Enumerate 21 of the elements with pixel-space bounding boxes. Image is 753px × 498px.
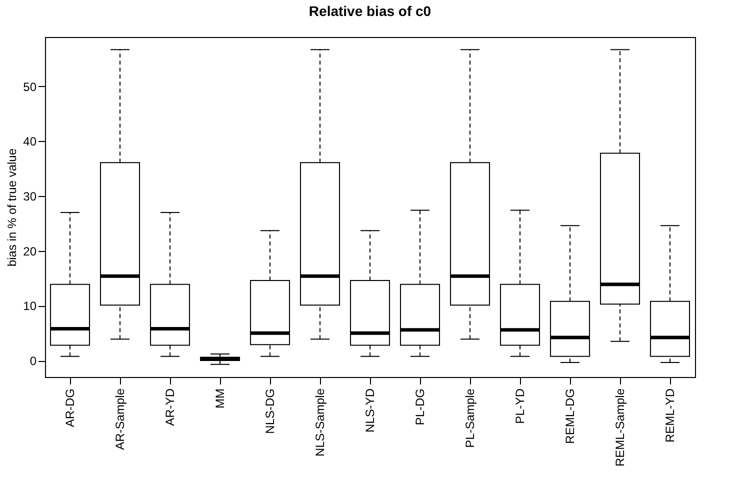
- x-tick-label: NLS-YD: [363, 388, 377, 433]
- x-tick-label: AR-Sample: [113, 388, 127, 450]
- x-tick-label: REML-Sample: [613, 388, 627, 467]
- y-tick-label: 30: [23, 190, 37, 204]
- x-tick-label: REML-YD: [663, 388, 677, 443]
- y-tick-label: 40: [23, 134, 37, 149]
- x-tick-label: PL-DG: [413, 388, 427, 426]
- x-tick-label: REML-DG: [563, 388, 577, 444]
- y-tick-label: 10: [23, 299, 37, 314]
- x-tick-label: PL-YD: [513, 388, 527, 424]
- x-tick-label: MM: [213, 388, 227, 408]
- x-tick-label: AR-DG: [63, 388, 77, 428]
- x-tick-label: NLS-DG: [263, 388, 277, 434]
- y-tick-label: 50: [23, 80, 37, 94]
- chart-title: Relative bias of c0: [308, 3, 432, 19]
- y-axis-title: bias in % of true value: [5, 148, 20, 267]
- x-tick-label: AR-YD: [163, 388, 177, 426]
- x-tick-label: NLS-Sample: [313, 388, 327, 457]
- x-tick-label: PL-Sample: [463, 388, 477, 448]
- y-tick-label: 20: [23, 244, 37, 258]
- y-tick-label: 0: [30, 354, 37, 368]
